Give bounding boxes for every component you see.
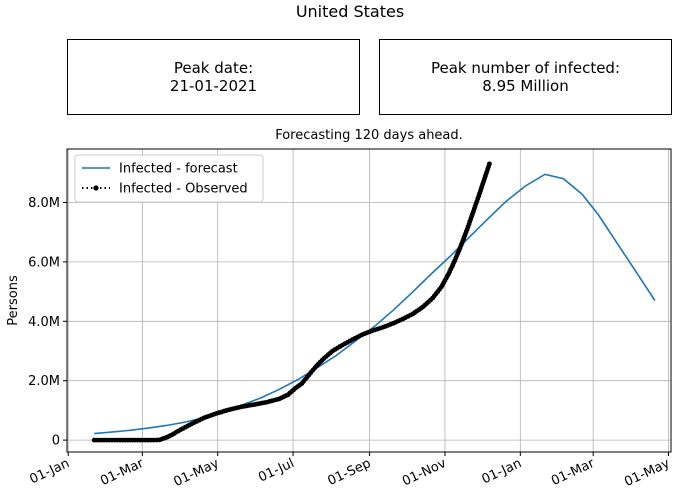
y-axis-label: Persons: [6, 275, 21, 326]
peak-infected-box: Peak number of infected: 8.95 Million: [379, 39, 672, 115]
legend-marker-observed: [93, 185, 99, 191]
legend-label: Infected - forecast: [119, 162, 238, 177]
peak-infected-label: Peak number of infected:: [430, 59, 621, 77]
x-tick-label: 01-Mar: [549, 456, 597, 489]
chart-subtitle: Forecasting 120 days ahead.: [275, 128, 463, 143]
peak-infected-value: 8.95 Million: [482, 77, 569, 95]
x-tick-label: 01-Mar: [98, 456, 146, 489]
y-tick-label: 4.0M: [28, 315, 60, 330]
peak-date-value: 21-01-2021: [169, 77, 258, 95]
y-tick-label: 6.0M: [28, 255, 60, 270]
y-tick-label: 8.0M: [28, 196, 60, 211]
legend-box: [74, 154, 264, 203]
y-tick-label: 0: [52, 434, 60, 449]
x-tick-label: 01-Jul: [256, 456, 296, 486]
page-title: United States: [295, 2, 405, 21]
x-tick-label: 01-Sep: [326, 456, 374, 489]
peak-date-box: Peak date: 21-01-2021: [67, 39, 360, 115]
x-tick-label: 01-Nov: [400, 456, 449, 489]
peak-date-label: Peak date:: [173, 59, 254, 77]
x-tick-label: 01-May: [622, 456, 672, 490]
x-tick-label: 01-May: [171, 456, 221, 490]
x-tick-label: 01-Jan: [28, 456, 72, 487]
plot-frame: [66, 148, 672, 453]
y-tick-label: 2.0M: [28, 374, 60, 389]
observed-point: [487, 161, 492, 167]
legend-label: Infected - Observed: [119, 182, 248, 197]
x-tick-label: 01-Jan: [480, 456, 524, 487]
series-line-forecast: [94, 173, 656, 435]
